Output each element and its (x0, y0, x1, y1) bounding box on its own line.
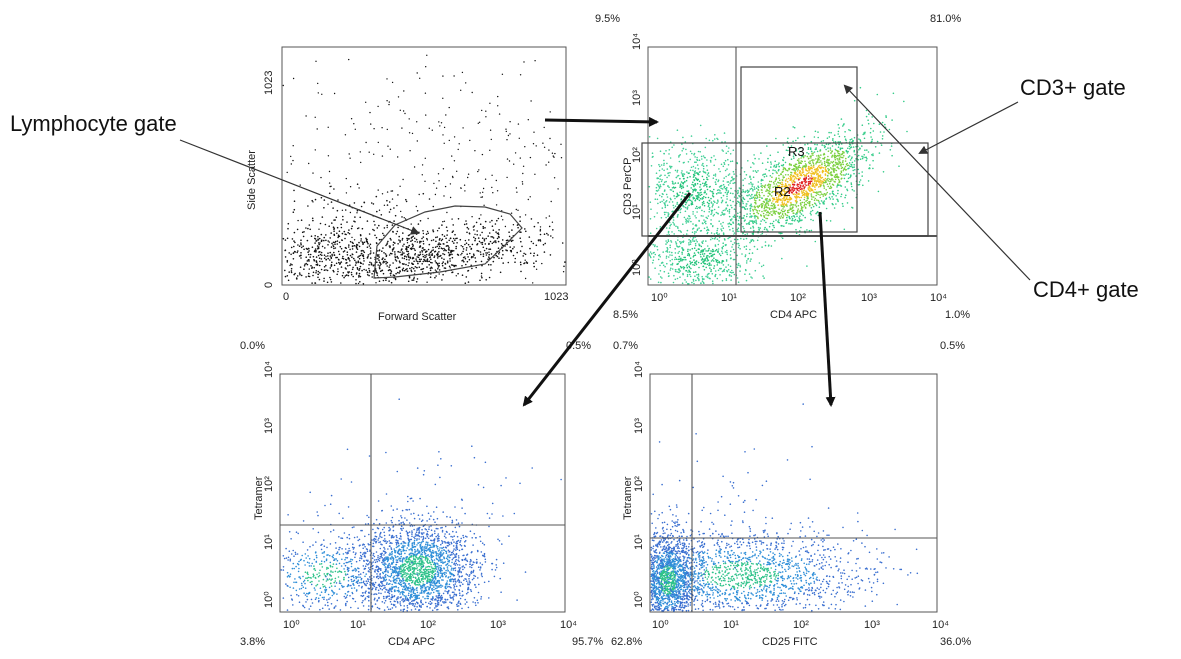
lymphocyte-gate-pointer (180, 140, 418, 233)
tetramer-cd25-plot: 0.7% 0.5% 62.8% 36.0% CD25 FITC Tetramer… (611, 340, 971, 648)
flow-arrow-to-tetramer-cd25-plot (820, 212, 831, 405)
tetramer-cd4-x-tick-1: 10¹ (350, 619, 366, 631)
scatter-x-tick-0: 0 (283, 291, 289, 303)
tetramer-cd4-pct-lr: 95.7% (572, 636, 603, 648)
tetramer-cd4-x-tick-0: 10⁰ (283, 619, 300, 631)
cd3-cd4-y-tick-1: 10¹ (631, 204, 643, 220)
tetramer-cd4-y-tick-1: 10¹ (263, 534, 275, 550)
tetramer-cd4-x-tick-4: 10⁴ (560, 619, 577, 631)
scatter-y-label: Side Scatter (246, 150, 258, 210)
tetramer-cd4-y-tick-2: 10² (263, 476, 275, 492)
tetramer-cd25-x-tick-3: 10³ (864, 619, 880, 631)
cd3-gate-label: CD3+ gate (1020, 75, 1126, 100)
cd3-cd4-pct-ll: 8.5% (613, 309, 638, 321)
tetramer-cd25-x-tick-2: 10² (793, 619, 809, 631)
scatter-x-tick-1023: 1023 (544, 291, 568, 303)
cd3-cd4-x-tick-3: 10³ (861, 292, 877, 304)
tetramer-cd25-y-tick-2: 10² (633, 476, 645, 492)
tetramer-cd25-y-tick-3: 10³ (633, 418, 645, 434)
tetramer-cd25-y-tick-0: 10⁰ (633, 591, 645, 608)
cd3-cd4-x-tick-0: 10⁰ (651, 292, 668, 304)
tetramer-cd25-y-tick-4: 10⁴ (633, 361, 645, 378)
cd3-cd4-pct-ur: 81.0% (930, 13, 961, 25)
tetramer-cd25-y-tick-1: 10¹ (633, 534, 645, 550)
tetramer-cd25-pct-lr: 36.0% (940, 636, 971, 648)
tetramer-cd25-x-tick-4: 10⁴ (932, 619, 949, 631)
tetramer-cd4-x-tick-3: 10³ (490, 619, 506, 631)
flow-arrow-to-cd3-plot (545, 120, 657, 122)
scatter-y-tick-0: 0 (263, 282, 275, 288)
region-label-r2: R2 (774, 184, 791, 199)
cd3-cd4-pct-ul: 9.5% (595, 13, 620, 25)
tetramer-cd4-x-label: CD4 APC (388, 636, 435, 648)
cd3-cd4-y-tick-3: 10³ (631, 90, 643, 106)
tetramer-cd4-y-tick-0: 10⁰ (263, 591, 275, 608)
tetramer-cd25-x-tick-1: 10¹ (723, 619, 739, 631)
tetramer-cd25-dots (650, 403, 918, 611)
cd3-cd4-x-label: CD4 APC (770, 309, 817, 321)
cd3-cd4-x-tick-2: 10² (790, 292, 806, 304)
tetramer-cd25-x-label: CD25 FITC (762, 636, 818, 648)
tetramer-cd4-pct-ul: 0.0% (240, 340, 265, 352)
scatter-dots (283, 55, 566, 285)
tetramer-cd4-dots (281, 398, 562, 611)
lymphocyte-gate-polygon (374, 206, 522, 278)
scatter-y-tick-1023: 1023 (263, 71, 275, 95)
cd3-cd4-x-tick-1: 10¹ (721, 292, 737, 304)
tetramer-cd25-x-tick-0: 10⁰ (652, 619, 669, 631)
tetramer-cd4-pct-ll: 3.8% (240, 636, 265, 648)
tetramer-cd4-plot: 0.0% 0.5% 3.8% 95.7% CD4 APC Tetramer 10… (240, 340, 603, 648)
cd3-cd4-x-tick-4: 10⁴ (930, 292, 947, 304)
region-label-r3: R3 (788, 144, 805, 159)
tetramer-cd25-pct-ll: 62.8% (611, 636, 642, 648)
tetramer-cd4-x-tick-2: 10² (420, 619, 436, 631)
lymphocyte-gate-label: Lymphocyte gate (10, 111, 177, 136)
cd3-cd4-y-tick-4: 10⁴ (631, 33, 643, 50)
tetramer-cd4-y-tick-4: 10⁴ (263, 361, 275, 378)
cd3-cd4-plot: R3 R2 9.5% 81.0% 8.5% 1.0% CD4 APC CD3 P… (595, 13, 970, 321)
tetramer-cd25-pct-ul: 0.7% (613, 340, 638, 352)
scatter-x-label: Forward Scatter (378, 311, 457, 323)
tetramer-cd4-y-tick-3: 10³ (263, 418, 275, 434)
cd4-gate-label: CD4+ gate (1033, 277, 1139, 302)
cd3-cd4-plot-frame (648, 47, 937, 285)
cd3-cd4-pct-lr: 1.0% (945, 309, 970, 321)
cd3-gate-pointer (920, 102, 1018, 153)
tetramer-cd25-pct-ur: 0.5% (940, 340, 965, 352)
cd3-cd4-y-tick-2: 10² (631, 147, 643, 163)
